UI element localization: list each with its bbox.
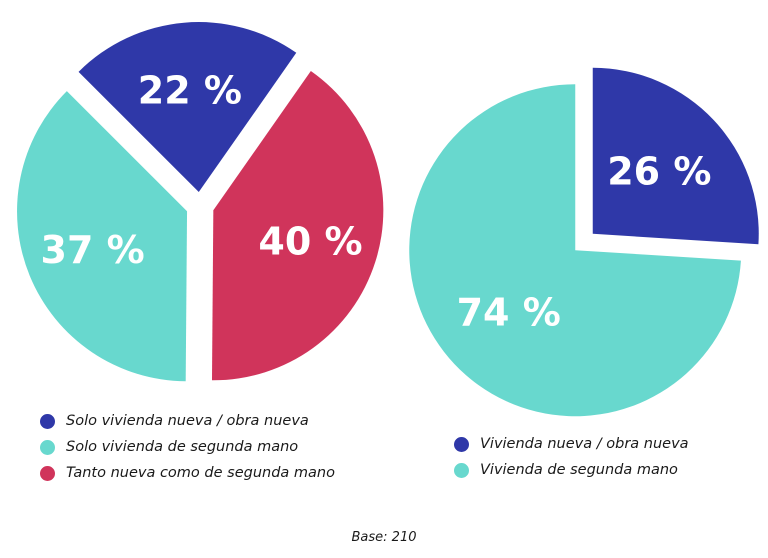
legend-item: Solo vivienda de segunda mano bbox=[40, 434, 335, 460]
legend-label: Solo vivienda de segunda mano bbox=[66, 439, 299, 455]
legend-left: Solo vivienda nueva / obra nueva Solo vi… bbox=[40, 408, 335, 486]
pie-chart-right: 26 % 74 % bbox=[409, 67, 759, 417]
legend-swatch bbox=[40, 465, 55, 481]
slice-value-label: 40 % bbox=[258, 219, 362, 263]
slice-value-label: 37 % bbox=[41, 228, 145, 272]
pie-slice bbox=[78, 22, 297, 193]
slice-value-label: 26 % bbox=[607, 149, 711, 193]
pie-slice bbox=[409, 84, 741, 417]
legend-label: Vivienda de segunda mano bbox=[480, 462, 678, 478]
legend-swatch bbox=[454, 436, 469, 452]
legend-swatch bbox=[454, 462, 469, 478]
pie-chart-left: 22 % 40 % 37 % bbox=[17, 22, 384, 382]
pie-slice bbox=[17, 91, 188, 382]
legend-label: Vivienda nueva / obra nueva bbox=[480, 436, 689, 452]
legend-label: Tanto nueva como de segunda mano bbox=[66, 465, 335, 481]
slice-value-label: 22 % bbox=[138, 68, 242, 112]
legend-item: Tanto nueva como de segunda mano bbox=[40, 460, 335, 486]
legend-swatch bbox=[40, 439, 55, 455]
legend-item: Vivienda nueva / obra nueva bbox=[454, 431, 689, 457]
legend-swatch bbox=[40, 413, 55, 429]
pie-slice bbox=[211, 71, 384, 381]
pie-slice bbox=[592, 67, 759, 245]
base-note: Base: 210 bbox=[351, 530, 417, 545]
slice-value-label: 74 % bbox=[457, 291, 561, 335]
legend-label: Solo vivienda nueva / obra nueva bbox=[66, 413, 309, 429]
legend-right: Vivienda nueva / obra nueva Vivienda de … bbox=[454, 431, 689, 483]
legend-item: Solo vivienda nueva / obra nueva bbox=[40, 408, 335, 434]
pie-charts: 22 % 40 % 37 % 26 % 74 % bbox=[17, 22, 759, 417]
legend-item: Vivienda de segunda mano bbox=[454, 457, 689, 483]
